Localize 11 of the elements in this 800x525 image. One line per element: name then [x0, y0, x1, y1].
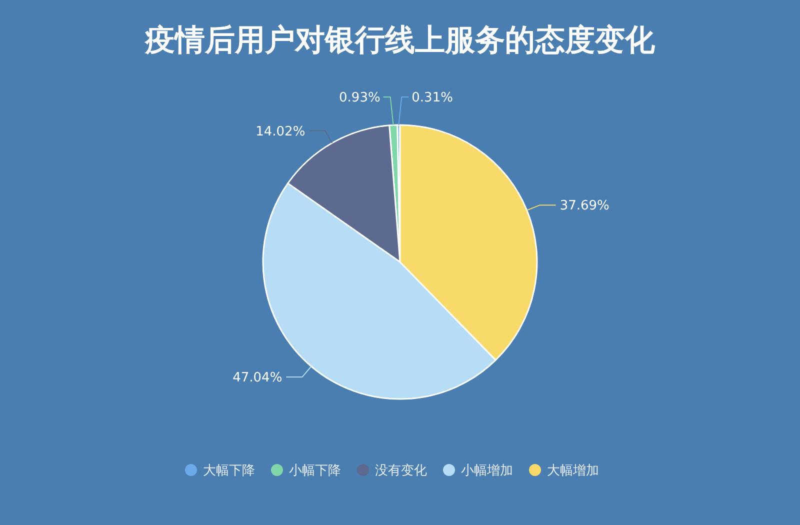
legend-label: 小幅增加	[461, 464, 513, 479]
legend-label: 没有变化	[375, 464, 427, 479]
legend-label: 小幅下降	[289, 464, 341, 479]
legend-label: 大幅增加	[547, 464, 599, 479]
chart-title: 疫情后用户对银行线上服务的态度变化	[144, 23, 656, 58]
data-label: 0.31%	[412, 90, 453, 106]
data-label: 0.93%	[339, 90, 380, 106]
data-label: 37.69%	[560, 198, 610, 214]
data-label: 14.02%	[256, 124, 306, 140]
data-label: 47.04%	[232, 370, 282, 386]
legend-label: 大幅下降	[203, 464, 255, 479]
